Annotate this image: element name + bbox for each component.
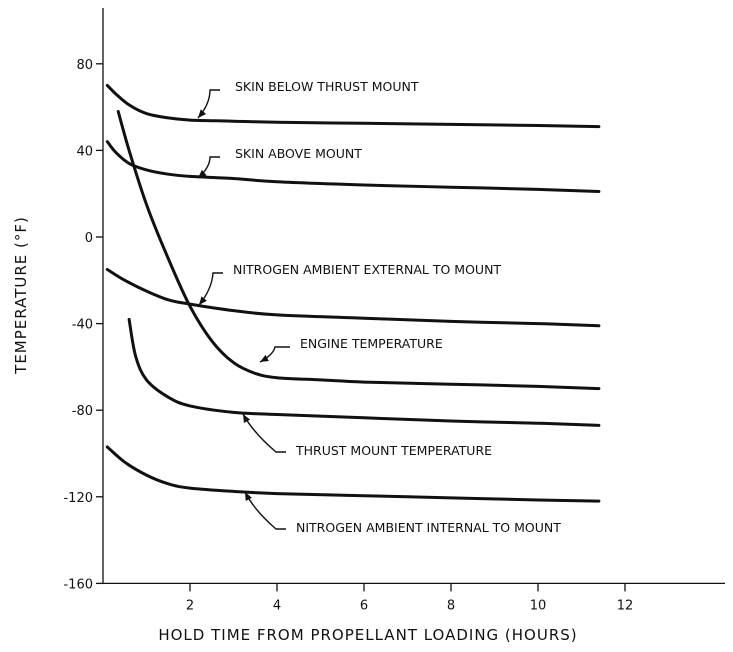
annotation-label-4: ENGINE TEMPERATURE — [300, 336, 443, 351]
y-tick-label: -120 — [63, 491, 93, 506]
chart-ticks: 80 40 0 -40 -80 -120 -160 2 4 6 8 10 12 — [63, 58, 633, 614]
y-tick-label: 80 — [76, 58, 93, 73]
y-axis-title: TEMPERATURE (°F) — [12, 216, 30, 375]
annotation-label-3: NITROGEN AMBIENT EXTERNAL TO MOUNT — [233, 262, 501, 277]
annotation-arrow-3 — [199, 296, 207, 305]
x-tick-label: 10 — [530, 598, 547, 613]
y-tick-label: -40 — [72, 318, 93, 333]
series-line-3 — [105, 268, 601, 328]
annotation-label-5: THRUST MOUNT TEMPERATURE — [295, 443, 492, 458]
series-line-5 — [127, 317, 601, 427]
annotation-label-6: NITROGEN AMBIENT INTERNAL TO MOUNT — [296, 520, 561, 535]
y-tick-label: -80 — [72, 404, 93, 419]
annotation-arrow-5 — [243, 414, 251, 423]
series-line-4 — [116, 109, 601, 391]
series-line-6 — [105, 445, 601, 503]
annotation-label-1: SKIN BELOW THRUST MOUNT — [235, 79, 419, 94]
annotation-label-2: SKIN ABOVE MOUNT — [235, 146, 362, 161]
y-tick-label: 40 — [76, 144, 93, 159]
annotation-arrow-4 — [260, 354, 269, 362]
x-axis-title: HOLD TIME FROM PROPELLANT LOADING (HOURS… — [158, 626, 577, 644]
x-tick-label: 8 — [447, 598, 455, 613]
x-tick-label: 4 — [273, 598, 281, 613]
y-tick-label: 0 — [85, 231, 93, 246]
series-line-2 — [105, 140, 601, 193]
y-tick-label: -160 — [63, 577, 93, 592]
series-line-1 — [105, 83, 601, 129]
chart-axes — [102, 8, 725, 585]
annotation-arrow-6 — [245, 492, 252, 501]
chart-annotations: SKIN BELOW THRUST MOUNT SKIN ABOVE MOUNT N… — [197, 79, 561, 535]
x-tick-label: 6 — [360, 598, 368, 613]
annotation-arrow-2 — [198, 169, 207, 178]
annotation-arrow-1 — [198, 109, 207, 118]
x-tick-label: 12 — [617, 598, 634, 613]
x-tick-label: 2 — [186, 598, 194, 613]
chart-curves — [105, 83, 601, 503]
